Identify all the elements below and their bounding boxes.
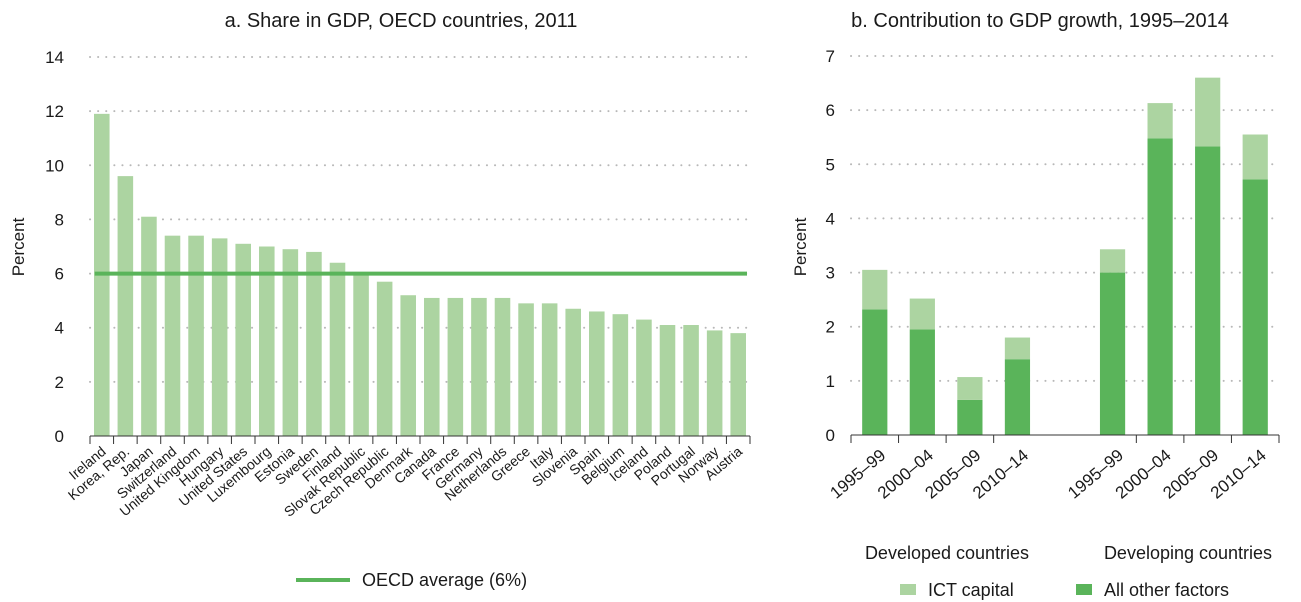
- group-label-developing: Developing countries: [1104, 543, 1272, 563]
- panel-b-y-tick-labels: 0 1 2 3 4 5 6 7: [826, 47, 835, 445]
- bar: [400, 295, 416, 436]
- bar: [282, 249, 299, 436]
- bar: [141, 216, 157, 436]
- bar-ict-capital: [1004, 337, 1031, 360]
- bar-ict-capital: [1195, 77, 1221, 147]
- bar-all-other-factors: [1147, 138, 1173, 435]
- panel-b-y-axis-label: Percent: [791, 217, 810, 276]
- panel-b: b. Contribution to GDP growth, 1995–2014…: [791, 10, 1280, 600]
- y-tick-label: 4: [826, 209, 835, 228]
- legend-swatch-ict-capital: [900, 584, 916, 595]
- y-tick-label: 5: [826, 155, 835, 174]
- bar-ict-capital: [1099, 249, 1126, 273]
- bar: [424, 297, 440, 436]
- y-tick-label: 1: [826, 372, 835, 391]
- panel-b-title: b. Contribution to GDP growth, 1995–2014: [851, 10, 1229, 32]
- y-tick-label: 2: [826, 318, 835, 337]
- bar-all-other-factors: [1004, 359, 1031, 435]
- panel-b-legend: ICT capital All other factors: [900, 580, 1229, 600]
- panel-b-x-axis: [850, 434, 1280, 443]
- bar-ict-capital: [1147, 103, 1173, 139]
- bar-all-other-factors: [957, 399, 983, 435]
- legend-label-all-other-factors: All other factors: [1104, 580, 1229, 600]
- bar: [565, 308, 581, 436]
- bar: [306, 251, 322, 436]
- panel-a-y-axis-label: Percent: [9, 217, 28, 276]
- y-tick-label: 0: [55, 427, 64, 446]
- bar: [471, 297, 487, 436]
- legend-swatch-all-other-factors: [1076, 584, 1092, 595]
- bar: [636, 319, 652, 436]
- y-tick-label: 4: [55, 319, 64, 338]
- bar: [188, 235, 204, 436]
- y-tick-label: 7: [826, 47, 835, 66]
- panel-a-y-tick-labels: 0 2 4 6 8 10 12 14: [45, 48, 64, 446]
- panel-a-bars: [94, 113, 746, 436]
- bar: [164, 235, 181, 436]
- y-tick-label: 10: [45, 156, 64, 175]
- panel-a: a. Share in GDP, OECD countries, 2011 Pe…: [9, 10, 751, 590]
- y-tick-label: 0: [826, 426, 835, 445]
- y-tick-label: 14: [45, 48, 64, 67]
- bar: [706, 330, 723, 436]
- bar: [259, 246, 275, 436]
- bar: [494, 297, 511, 436]
- bar: [518, 303, 534, 436]
- bar: [353, 273, 369, 436]
- bar-ict-capital: [1242, 134, 1268, 180]
- panel-a-legend: OECD average (6%): [296, 570, 527, 590]
- bar-all-other-factors: [909, 329, 935, 435]
- bar: [683, 325, 699, 436]
- panel-a-title: a. Share in GDP, OECD countries, 2011: [225, 10, 578, 32]
- bar-all-other-factors: [1099, 272, 1126, 435]
- bar-all-other-factors: [1195, 146, 1221, 435]
- bar-all-other-factors: [1242, 179, 1268, 435]
- y-tick-label: 6: [55, 265, 64, 284]
- bar: [447, 297, 464, 436]
- bar: [376, 281, 393, 436]
- y-tick-label: 6: [826, 101, 835, 120]
- bar: [117, 176, 134, 436]
- y-tick-label: 3: [826, 264, 835, 283]
- y-tick-label: 8: [55, 210, 64, 229]
- bar: [541, 303, 558, 436]
- group-label-developed: Developed countries: [865, 543, 1029, 563]
- bar: [235, 243, 251, 436]
- legend-oecd-average-label: OECD average (6%): [362, 570, 527, 590]
- bar-ict-capital: [862, 269, 888, 310]
- y-tick-label: 2: [55, 373, 64, 392]
- y-tick-label: 12: [45, 102, 64, 121]
- bar: [329, 262, 346, 436]
- bar: [730, 333, 746, 436]
- bar: [589, 311, 605, 436]
- bar: [659, 325, 676, 436]
- legend-label-ict-capital: ICT capital: [928, 580, 1014, 600]
- bar: [211, 238, 228, 436]
- bar-ict-capital: [957, 377, 983, 400]
- bar-all-other-factors: [862, 309, 888, 435]
- panel-a-x-axis: [89, 435, 751, 444]
- bar: [612, 314, 629, 436]
- bar-ict-capital: [909, 298, 935, 330]
- panel-b-bars: [862, 77, 1268, 435]
